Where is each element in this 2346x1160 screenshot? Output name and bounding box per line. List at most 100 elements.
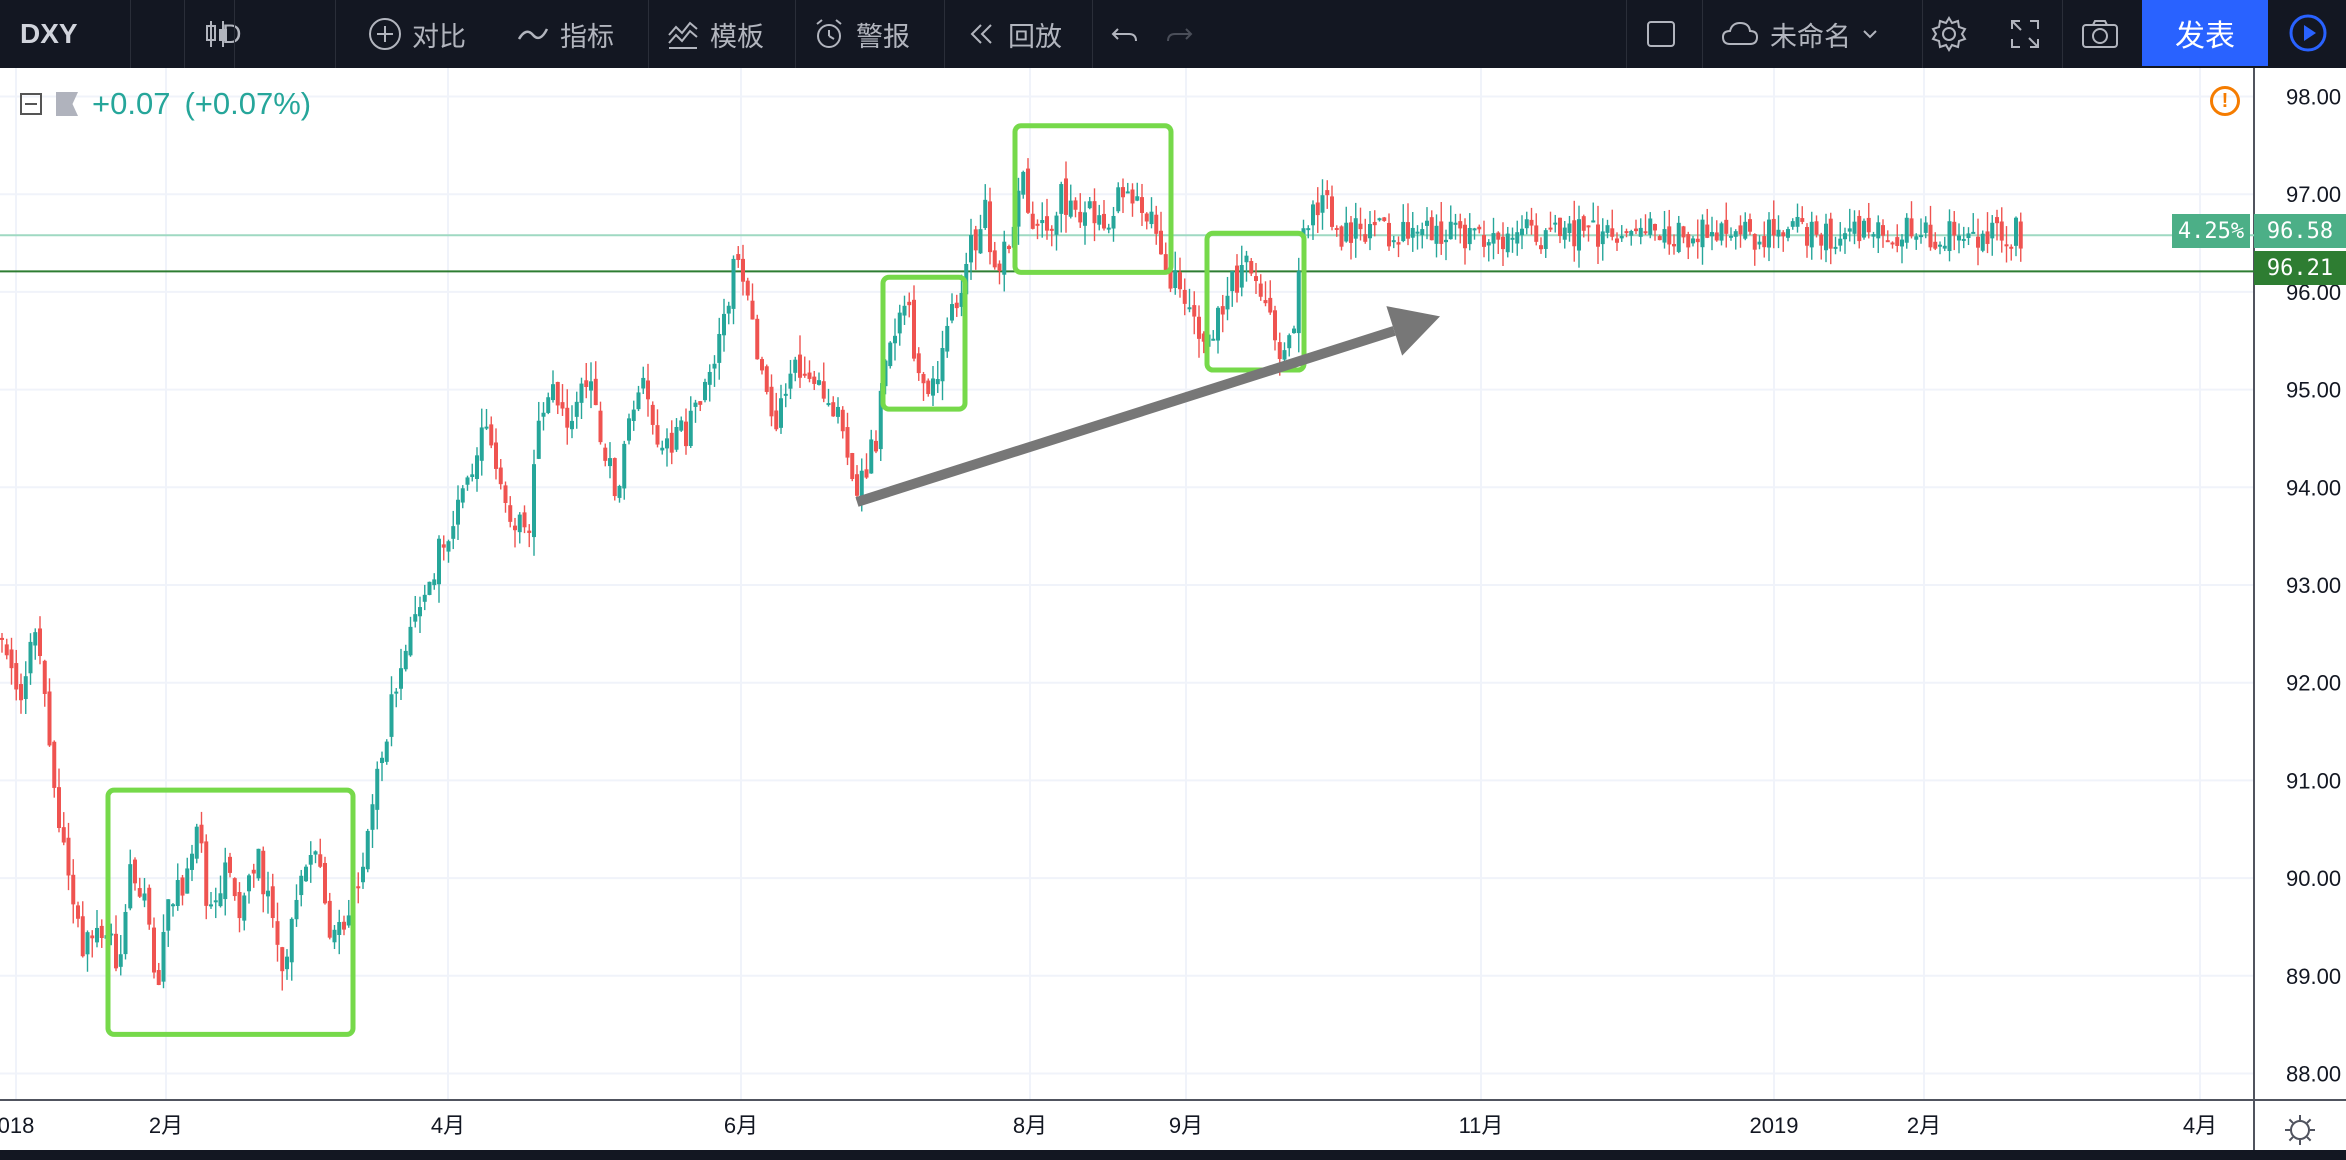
- candle-body: [736, 254, 741, 261]
- fullscreen-button[interactable]: [2008, 0, 2042, 68]
- candle-body: [1486, 242, 1491, 246]
- candle-body: [641, 377, 646, 389]
- candle-body: [707, 371, 712, 385]
- candle-body: [826, 403, 831, 406]
- candle-body: [788, 373, 793, 389]
- candle-body: [636, 392, 641, 410]
- trend-arrow-head[interactable]: [1386, 306, 1440, 356]
- candle-body: [1391, 240, 1396, 243]
- candle-body: [926, 380, 931, 395]
- flag-icon[interactable]: [56, 92, 78, 116]
- candle-body: [1201, 333, 1206, 342]
- candle-body: [190, 853, 194, 870]
- trend-arrow-shaft[interactable]: [855, 326, 1396, 507]
- candle-body: [608, 458, 612, 467]
- candle-body: [1995, 217, 1999, 224]
- candle-body: [161, 932, 166, 982]
- symbol-search-button[interactable]: DXY: [20, 18, 78, 49]
- candle-body: [289, 918, 294, 963]
- candle-body: [1144, 213, 1149, 222]
- candle-body: [1273, 310, 1277, 341]
- consolidation-box-feb-apr[interactable]: [105, 787, 356, 1037]
- price-axis-label: 93.00: [2286, 573, 2341, 598]
- publish-button[interactable]: 发表: [2142, 0, 2268, 66]
- candle-body: [840, 409, 845, 432]
- candle-body: [1448, 221, 1453, 240]
- candle-body: [1610, 228, 1615, 237]
- candle-body: [1173, 270, 1178, 289]
- candle-body: [180, 877, 185, 896]
- candle-body: [1092, 201, 1097, 224]
- layout-button[interactable]: [1644, 0, 1678, 68]
- candle-body: [1942, 245, 1947, 249]
- screenshot-button[interactable]: [2080, 0, 2120, 68]
- candle-body: [774, 410, 779, 430]
- candle-body: [437, 538, 441, 585]
- save-layout-button[interactable]: 未命名: [1720, 0, 1879, 68]
- candle-body: [1078, 211, 1083, 223]
- candle-body: [1040, 220, 1045, 224]
- candle-body: [769, 386, 774, 417]
- collapse-legend-button[interactable]: [20, 93, 42, 115]
- price-chart[interactable]: 98.0097.0096.0095.0094.0093.0092.0091.00…: [0, 68, 2346, 1160]
- candle-body: [1496, 232, 1501, 240]
- candle-body: [85, 932, 90, 955]
- candle-body: [342, 921, 346, 930]
- consolidation-box-nov-dec[interactable]: [1012, 123, 1174, 275]
- candle-body: [1073, 200, 1078, 210]
- candle-body: [1776, 229, 1781, 237]
- candle-body: [1862, 220, 1866, 238]
- alert-button[interactable]: 警报: [812, 0, 910, 68]
- replay-button[interactable]: 回放: [964, 0, 1062, 68]
- templates-button[interactable]: 模板: [666, 0, 764, 68]
- warning-icon[interactable]: !: [2210, 86, 2240, 116]
- candle-body: [1116, 187, 1121, 212]
- indicators-label: 指标: [560, 21, 614, 52]
- candle-body: [845, 427, 850, 458]
- candle-body: [760, 359, 764, 371]
- candle-body: [346, 915, 351, 926]
- candle-body: [1866, 217, 1871, 233]
- settings-button[interactable]: [1930, 0, 1968, 68]
- candle-body: [47, 691, 52, 746]
- candle-body: [570, 420, 574, 430]
- candle-body: [422, 594, 427, 602]
- time-axis-label: 2月: [149, 1113, 183, 1138]
- undo-button[interactable]: [1108, 0, 1142, 68]
- chart-style-button[interactable]: [200, 0, 234, 68]
- candle-body: [1757, 241, 1762, 245]
- candle-body: [9, 649, 14, 669]
- candle-body: [1719, 223, 1724, 241]
- redo-button[interactable]: [1162, 0, 1196, 68]
- indicators-button[interactable]: 指标: [516, 0, 614, 68]
- candle-body: [1030, 213, 1035, 229]
- candle-body: [1919, 235, 1923, 238]
- candle-body: [1790, 221, 1795, 227]
- candle-body: [1125, 191, 1130, 194]
- candle-body: [536, 420, 541, 459]
- candle-body: [935, 379, 940, 385]
- candle-body: [356, 886, 361, 889]
- compare-button[interactable]: 对比: [368, 0, 466, 68]
- consolidation-box-oct[interactable]: [880, 274, 968, 412]
- candle-body: [308, 855, 313, 865]
- candle-body: [109, 933, 114, 936]
- play-button[interactable]: [2270, 0, 2346, 66]
- candle-body: [1472, 228, 1477, 231]
- candle-body: [1876, 222, 1881, 239]
- candle-body: [750, 300, 755, 320]
- candle-body: [1534, 225, 1539, 242]
- replay-label: 回放: [1008, 21, 1062, 52]
- candle-body: [147, 887, 152, 925]
- candle-body: [1306, 228, 1311, 231]
- candle-body: [897, 312, 902, 334]
- candle-body: [684, 421, 688, 447]
- candle-body: [831, 402, 836, 417]
- candle-body: [380, 757, 384, 764]
- candle-body: [266, 890, 270, 897]
- candle-body: [812, 376, 817, 384]
- toolbar-divider: [1626, 0, 1627, 68]
- candle-body: [589, 381, 593, 391]
- candle-body: [1553, 222, 1558, 225]
- candle-body: [1529, 219, 1534, 226]
